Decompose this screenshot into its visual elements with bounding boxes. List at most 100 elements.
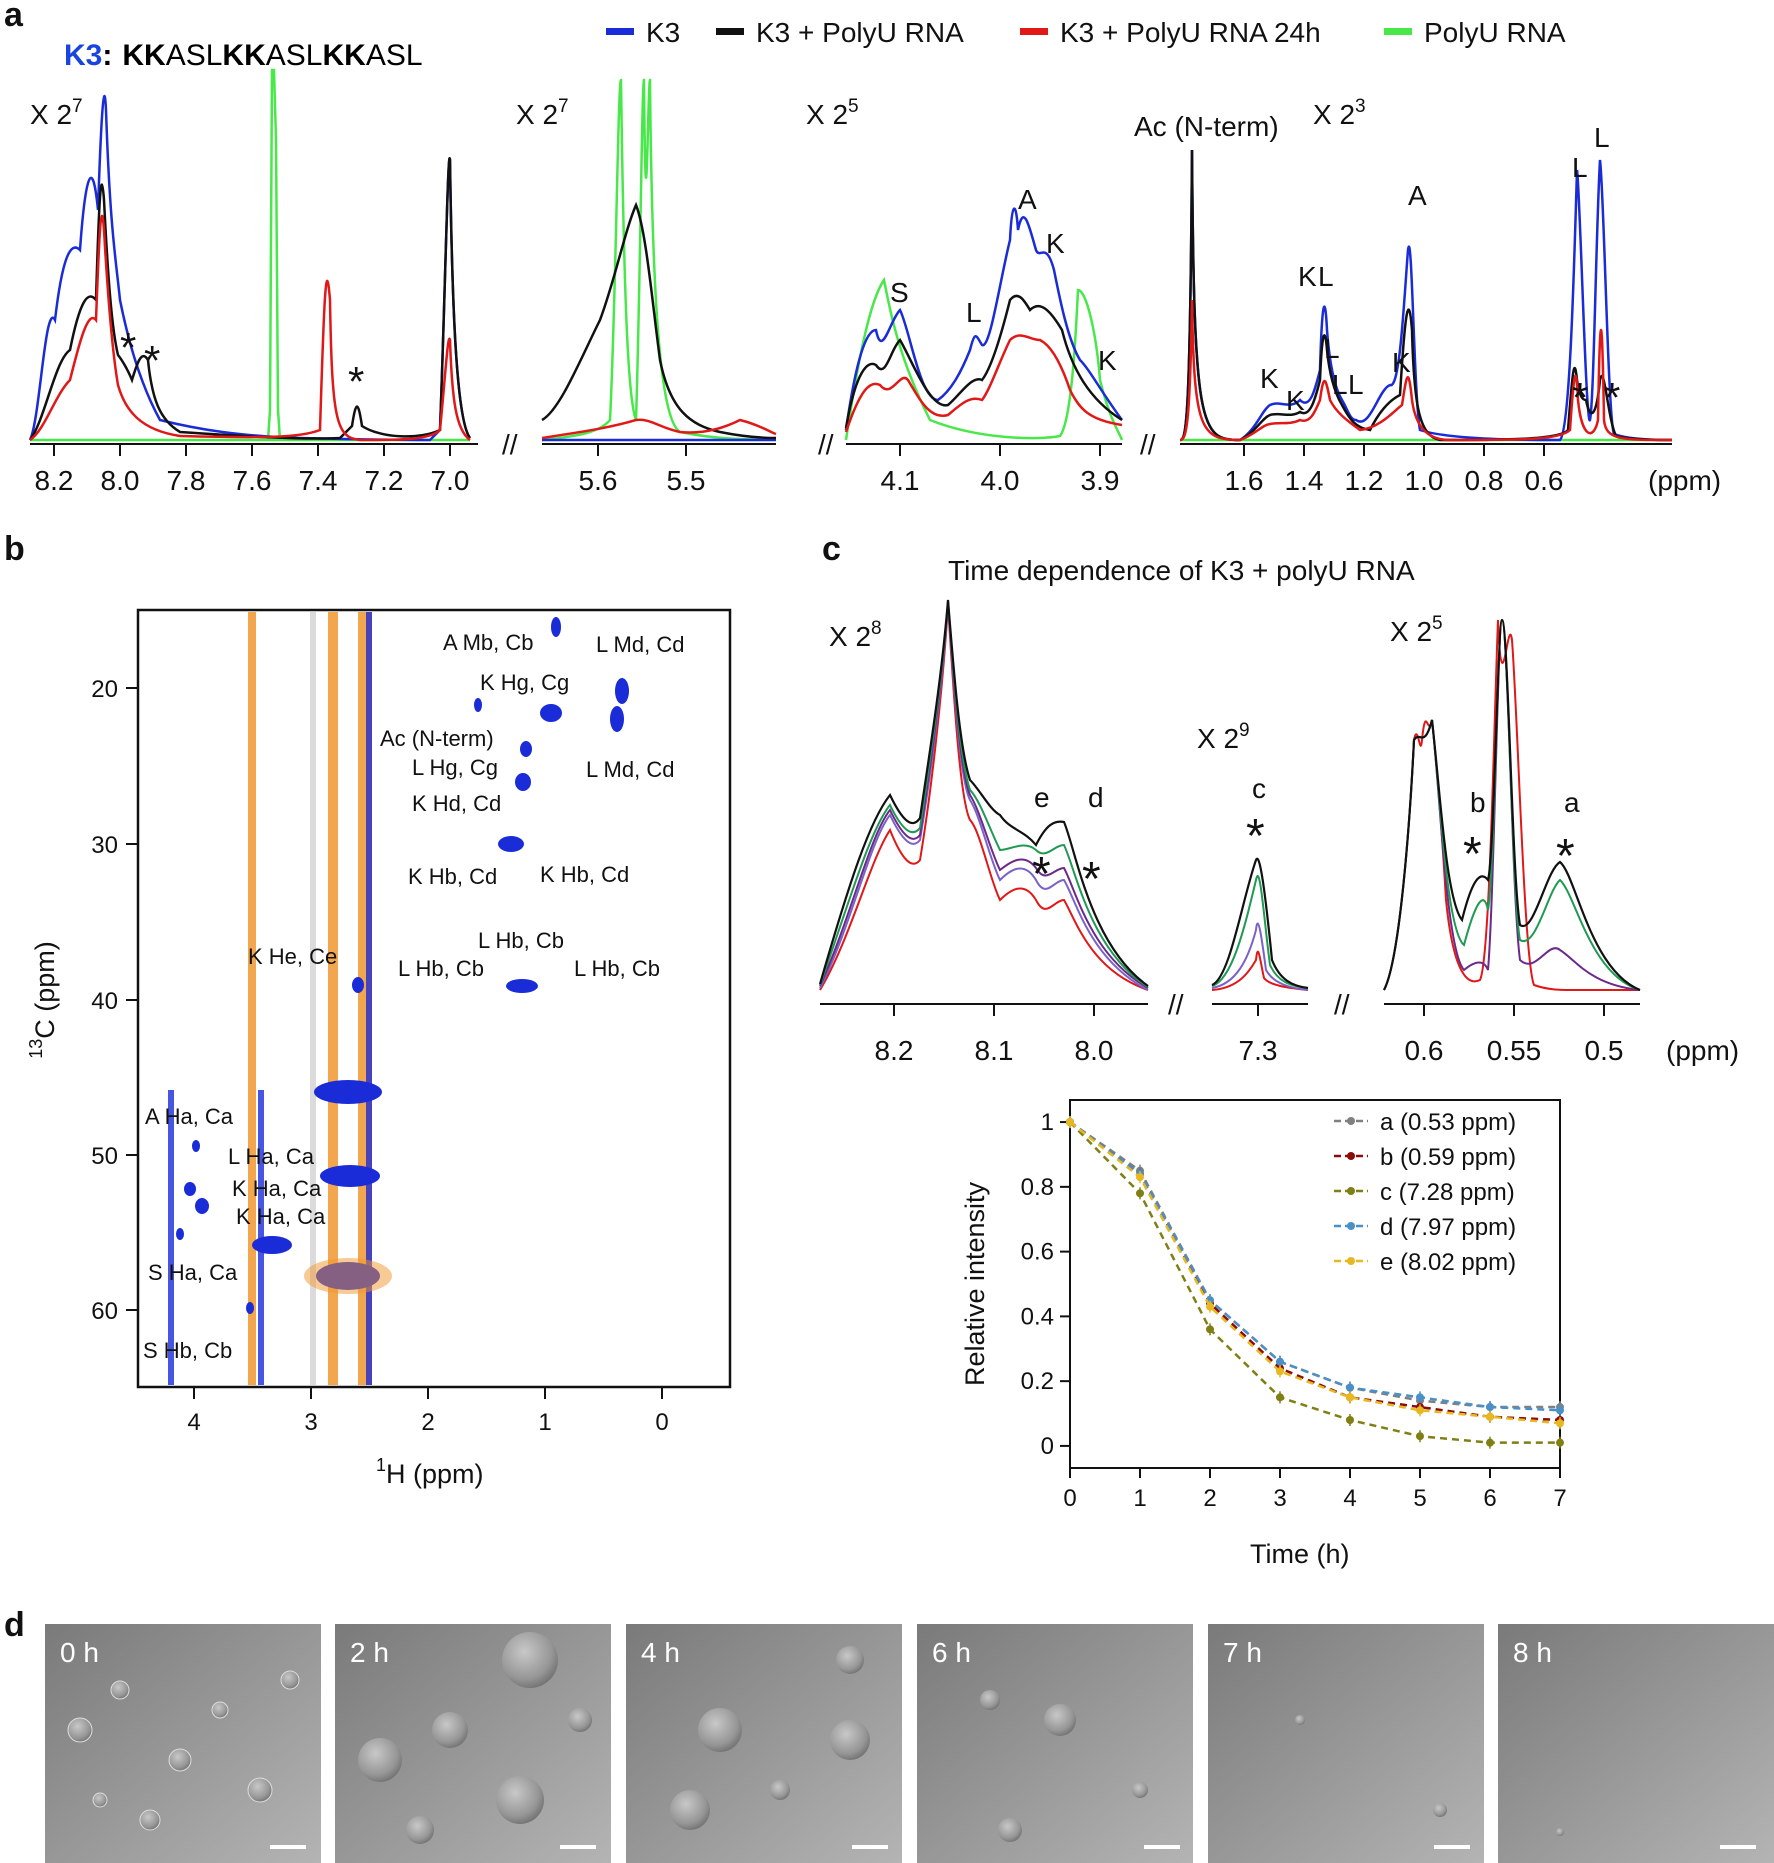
panel-a-ticks: 8.2 8.0 7.8 7.6 7.4 7.2 7.0 5.6 5.5 4.1 4.0 3.9 1.6 1…: [35, 444, 1563, 496]
chart-xtick-label: 0: [1063, 1485, 1076, 1512]
a-tick-label: 5.5: [667, 465, 706, 496]
res-label-4: K: [1098, 345, 1117, 376]
hsqc-label-7: K Hb, Cd: [408, 864, 497, 889]
drop: [1044, 1704, 1076, 1736]
seg2-k3-polyu: [541, 201, 777, 440]
res-label-8: L: [1318, 261, 1334, 292]
drop: [110, 1680, 130, 1700]
b-xtick-label: 1: [538, 1409, 551, 1436]
seg3-k3-polyu: [844, 294, 1123, 429]
legend-label: e (8.02 ppm): [1380, 1249, 1516, 1276]
star-a2: *: [144, 337, 160, 384]
seg3-k3-polyu-24h: [844, 334, 1123, 433]
scale-c1: X 28: [829, 618, 882, 652]
legend-marker: [1347, 1152, 1355, 1160]
chart-ytick-label: 0.6: [1021, 1239, 1054, 1266]
c-seg2-purple: [1211, 922, 1309, 991]
blob-1: [314, 1080, 382, 1104]
res-label-2: A: [1018, 184, 1037, 215]
micro-panel-6h: 6 h: [917, 1624, 1193, 1863]
chart-axes: 0 1 2 3 4 5 6 7 0 0.2 0.4 0.6 0.8 1: [1021, 1109, 1567, 1512]
c-seg1-red: [819, 604, 1149, 991]
peak-l-md-2: [610, 706, 624, 732]
scale-a1: X 27: [30, 96, 83, 130]
a-tick-label: 7.2: [365, 465, 404, 496]
micro-panel-0h: 0 h: [45, 1624, 321, 1863]
series-line-2: [1069, 1121, 1560, 1444]
spectrum-segment-3: S L A K K: [844, 184, 1124, 441]
res-label-6: K: [1286, 385, 1305, 416]
c-seg2-red: [1211, 950, 1309, 991]
star-a5: *: [1604, 374, 1620, 421]
sequence-text: K3: KKASLKKASLKKASL: [64, 39, 423, 72]
hsqc-label-9: L Hb, Cb: [478, 928, 564, 953]
a-tick-label: 4.1: [881, 465, 920, 496]
blob-4: [252, 1236, 292, 1254]
axis-break-3: //: [1140, 429, 1156, 460]
data-point: [1206, 1325, 1214, 1334]
data-point: [1486, 1412, 1494, 1421]
seq-asl-2: ASL: [266, 39, 323, 72]
star-c-a: *: [1556, 830, 1575, 883]
seq-kk-1: KK: [122, 39, 166, 72]
sequence-colon: :: [102, 39, 112, 72]
a-tick-label: 5.6: [579, 465, 618, 496]
drop: [432, 1712, 468, 1748]
chart-ylabel: Relative intensity: [960, 1181, 990, 1386]
data-point: [1416, 1393, 1424, 1402]
c-seg3-black: [1383, 618, 1641, 992]
hsqc-label-1: L Md, Cd: [596, 632, 684, 657]
b-xtick-label: 3: [304, 1409, 317, 1436]
legend-marker: [1347, 1222, 1355, 1230]
chart-xtick-label: 4: [1343, 1485, 1356, 1512]
micro-label-2h: 2 h: [350, 1637, 389, 1668]
hsqc-label-8: K Hb, Cd: [540, 862, 629, 887]
chart-xtick-label: 2: [1203, 1485, 1216, 1512]
seq-kk-3: KK: [322, 39, 366, 72]
res-label-0: S: [890, 277, 909, 308]
chart-xtick-label: 1: [1133, 1485, 1146, 1512]
scale-bar: [270, 1845, 306, 1849]
data-point: [1136, 1189, 1144, 1198]
legend-marker: [1347, 1257, 1355, 1265]
drop: [698, 1708, 742, 1752]
peak-s-hb: [246, 1302, 254, 1314]
legend-label: a (0.53 ppm): [1380, 1109, 1516, 1136]
data-point: [1416, 1406, 1424, 1415]
data-point: [1346, 1393, 1354, 1402]
streak-blue: [366, 612, 372, 1385]
microscopy-row: 0 h 2 h 4 h: [45, 1624, 1774, 1863]
micro-label-8h: 8 h: [1513, 1637, 1552, 1668]
b-ytick-label: 40: [91, 988, 118, 1015]
res-label-13: A: [1408, 180, 1427, 211]
a-tick-label: 1.6: [1225, 465, 1264, 496]
a-tick-label: 0.8: [1465, 465, 1504, 496]
peak-l-ha: [184, 1182, 196, 1196]
drop: [568, 1708, 592, 1732]
blob-2: [320, 1165, 380, 1187]
hsqc-label-10: L Hb, Cb: [398, 956, 484, 981]
hsqc-label-2: K Hg, Cg: [480, 670, 569, 695]
seq-asl-1: ASL: [166, 39, 223, 72]
a-tick-label: 7.6: [233, 465, 272, 496]
seg1-k3-polyu-24h: [29, 214, 471, 442]
a-tick-label: 4.0: [981, 465, 1020, 496]
chart-ytick-label: 0: [1041, 1433, 1054, 1460]
panel-c-spec-axis: // // 8.2 8.1 8.0 7.3 0.6 0.55 0.5 (ppm): [820, 989, 1739, 1066]
peak-l-hg: [520, 741, 532, 757]
peak-a-mb: [551, 617, 561, 637]
chart-xtick-label: 7: [1553, 1485, 1566, 1512]
seg4-k3-polyu-24h: [1179, 299, 1673, 442]
peak-letter-c: c: [1252, 773, 1266, 804]
hsqc-label-16: K Ha, Ca: [236, 1204, 326, 1229]
series-line-3: [1069, 1121, 1561, 1412]
legend-polyu: PolyU RNA: [1424, 17, 1566, 48]
c-spec-tick-label: 8.2: [875, 1035, 914, 1066]
data-point: [1276, 1367, 1284, 1376]
micro-label-6h: 6 h: [932, 1637, 971, 1668]
panel-c-ppm: (ppm): [1666, 1035, 1739, 1066]
drop: [1295, 1715, 1305, 1725]
hsqc-label-6: K Hd, Cd: [412, 791, 501, 816]
legend-label: b (0.59 ppm): [1380, 1144, 1516, 1171]
